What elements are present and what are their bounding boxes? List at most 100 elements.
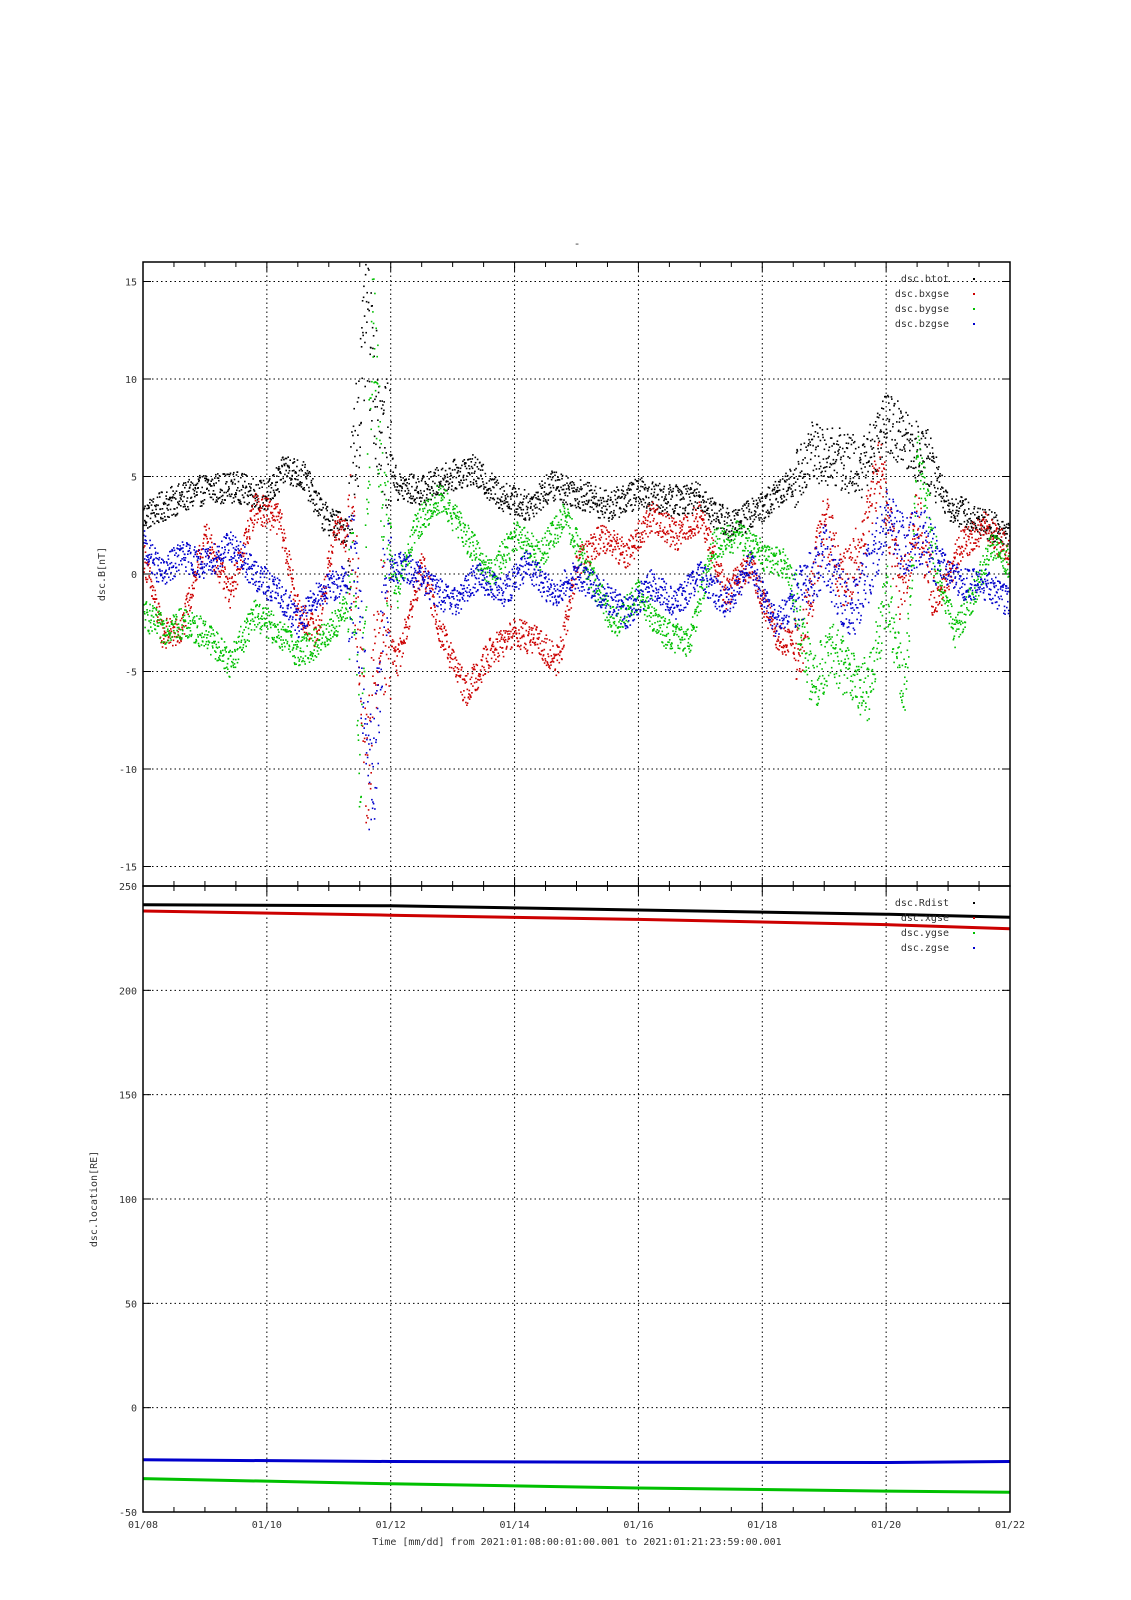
data-point <box>657 531 659 533</box>
data-point <box>189 486 191 489</box>
data-point <box>739 581 741 583</box>
data-point <box>320 619 323 622</box>
data-point <box>784 650 786 653</box>
data-point <box>486 648 489 650</box>
data-point <box>163 630 166 633</box>
data-point <box>277 503 279 505</box>
data-point <box>381 490 384 493</box>
data-point <box>348 587 350 590</box>
data-point <box>359 446 361 448</box>
data-point <box>346 519 348 522</box>
data-point <box>295 614 297 616</box>
data-point <box>493 498 496 501</box>
data-point <box>769 493 772 496</box>
data-point <box>275 467 278 469</box>
data-point <box>237 487 239 489</box>
data-point <box>794 481 797 483</box>
data-point <box>284 457 287 460</box>
data-point <box>337 521 339 524</box>
data-point <box>831 559 833 561</box>
data-point <box>715 520 717 523</box>
data-point <box>638 502 641 505</box>
data-point <box>748 525 751 527</box>
data-point <box>523 620 526 623</box>
data-point <box>664 533 667 536</box>
data-point <box>483 493 486 495</box>
data-point <box>783 496 786 498</box>
data-point <box>235 587 237 590</box>
data-point <box>661 496 663 498</box>
data-point <box>194 495 196 498</box>
data-point <box>552 496 555 499</box>
data-point <box>365 805 367 807</box>
data-point <box>810 570 813 573</box>
data-point <box>261 496 264 498</box>
data-point <box>513 643 516 646</box>
data-point <box>660 489 663 491</box>
data-point <box>605 538 608 540</box>
data-point <box>403 479 406 482</box>
data-point <box>379 655 382 657</box>
data-point <box>249 489 252 492</box>
data-point <box>486 497 489 499</box>
data-point <box>864 543 867 545</box>
data-point <box>487 653 489 656</box>
data-point <box>210 534 213 536</box>
data-point <box>689 488 691 491</box>
data-point <box>677 489 679 492</box>
data-point <box>287 465 289 468</box>
data-point <box>543 648 546 651</box>
data-point <box>310 494 312 497</box>
data-point <box>312 621 314 623</box>
data-point <box>566 629 569 632</box>
data-point <box>597 511 599 513</box>
data-point <box>627 502 629 504</box>
data-point <box>554 474 556 477</box>
data-point <box>846 447 849 450</box>
data-point <box>406 493 408 495</box>
data-point <box>848 482 850 484</box>
data-point <box>851 439 853 441</box>
data-point <box>676 512 679 515</box>
data-point <box>610 545 613 547</box>
data-point <box>385 629 387 632</box>
data-point <box>430 486 433 488</box>
data-point <box>571 504 574 507</box>
data-point <box>887 507 889 509</box>
data-point <box>549 667 551 670</box>
data-point <box>639 539 642 541</box>
data-point <box>802 638 805 640</box>
data-point <box>187 601 189 603</box>
data-point <box>861 564 863 567</box>
data-point <box>931 447 934 449</box>
data-point <box>672 487 675 490</box>
data-point <box>543 662 546 664</box>
data-point <box>363 399 365 402</box>
data-point <box>751 525 754 528</box>
data-point <box>234 483 236 485</box>
data-point <box>364 341 366 344</box>
data-point <box>239 551 242 554</box>
data-point <box>241 494 244 496</box>
data-point <box>566 503 569 506</box>
data-point <box>621 496 623 498</box>
data-point <box>387 590 389 593</box>
data-point <box>592 508 595 511</box>
data-point <box>915 420 918 423</box>
data-point <box>197 550 199 552</box>
data-point <box>410 603 412 605</box>
data-point <box>534 507 537 509</box>
data-point <box>384 387 387 389</box>
data-point <box>331 529 333 531</box>
data-point <box>711 537 713 539</box>
data-point <box>220 569 223 572</box>
data-point <box>366 754 369 756</box>
data-point <box>703 510 705 513</box>
data-point <box>951 512 953 515</box>
data-point <box>463 690 465 692</box>
data-point <box>554 479 557 482</box>
data-point <box>462 460 464 463</box>
data-point <box>405 623 407 626</box>
data-point <box>505 648 508 650</box>
data-point <box>557 671 560 674</box>
